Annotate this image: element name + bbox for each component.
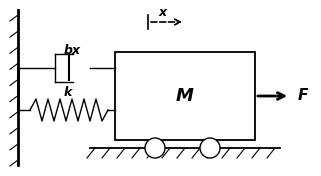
Text: bx: bx [64, 43, 81, 56]
Text: k: k [64, 86, 72, 99]
Circle shape [145, 138, 165, 158]
Circle shape [200, 138, 220, 158]
Text: x: x [159, 5, 167, 18]
Text: F: F [298, 89, 308, 103]
Text: M: M [176, 87, 194, 105]
Bar [115, 52, 255, 140]
